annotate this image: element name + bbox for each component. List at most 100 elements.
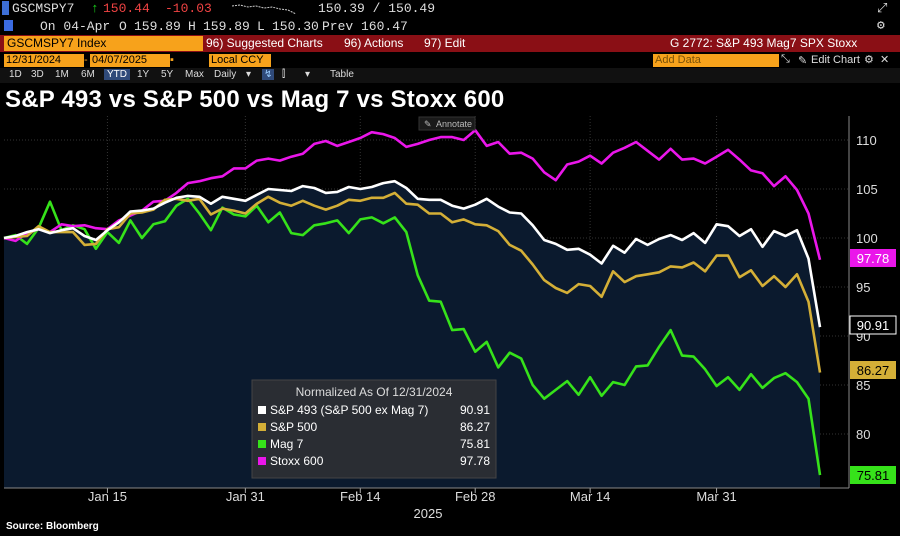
legend-value-sp493: 90.91 [460, 403, 490, 417]
open-label: O [119, 19, 127, 34]
legend-label-mag7: Mag 7 [270, 437, 304, 451]
x-axis: Jan 15 Jan 31 Feb 14 Feb 28 Mar 14 Mar 31 2025 [4, 487, 849, 520]
series-line-sp500 [3, 191, 822, 373]
suggested-charts-menu[interactable]: 96) Suggested Charts [206, 36, 323, 50]
table-button[interactable]: Table [330, 69, 354, 80]
calendar-icon[interactable]: ▪ [170, 54, 174, 66]
low-value: 150.30 [272, 19, 319, 34]
settings-gear-icon[interactable]: ⚙ [864, 54, 874, 66]
y-tick-95: 95 [856, 280, 870, 295]
legend-label-sp493: S&P 493 (S&P 500 ex Mag 7) [270, 403, 428, 417]
sp493-area-fill [4, 181, 820, 488]
annotate-label: Annotate [436, 119, 472, 129]
close-icon[interactable]: ✕ [880, 54, 890, 66]
legend-swatch-mag7 [258, 440, 266, 448]
range-button-3d[interactable]: 3D [31, 69, 44, 80]
legend-value-sp500: 86.27 [460, 420, 490, 434]
end-date-input[interactable]: 04/07/2025 [90, 54, 170, 67]
legend-value-stoxx: 97.78 [460, 454, 490, 468]
x-tick-4: Mar 14 [570, 489, 610, 504]
security-index-field[interactable]: GSCMSPY7 Index [4, 36, 203, 51]
quote-bar: GSCMSPY7 ↑ 150.44 -10.03 150.39 / 150.49… [0, 0, 900, 18]
settings-icon[interactable]: ⚙ [877, 18, 885, 33]
x-tick-3: Feb 28 [455, 489, 495, 504]
date-bar: 12/31/2024 - 04/07/2025 ▪ Local CCY Add … [0, 53, 900, 68]
x-tick-2: Feb 14 [340, 489, 380, 504]
annotate-button-bg[interactable] [418, 116, 476, 131]
x-tick-1: Jan 31 [226, 489, 265, 504]
annotate-pencil-icon: ✎ [424, 119, 432, 129]
range-button-ytd[interactable]: YTD [104, 69, 130, 80]
edit-chart-button[interactable]: Edit Chart [811, 54, 860, 66]
legend-label-sp500: S&P 500 [270, 420, 317, 434]
open-value: 159.89 [134, 19, 181, 34]
y-tick-85: 85 [856, 378, 870, 393]
range-button-6m[interactable]: 6M [81, 69, 95, 80]
date-separator: - [84, 54, 88, 66]
range-button-1y[interactable]: 1Y [137, 69, 150, 80]
actions-menu[interactable]: 96) Actions [344, 36, 404, 50]
y-tick-105: 105 [856, 182, 878, 197]
range-button-1d[interactable]: 1D [9, 69, 22, 80]
annotate-button[interactable]: ✎ Annotate [418, 116, 476, 131]
ohlc-bar: On 04-Apr O 159.89 H 159.89 L 150.30 Pre… [0, 18, 900, 35]
series-line-mag7 [3, 197, 822, 476]
end-label-box-stoxx [850, 249, 896, 267]
line-chart-icon[interactable]: ↯ [262, 69, 275, 80]
x-axis-label: 2025 [414, 506, 443, 520]
range-button-5y[interactable]: 5Y [161, 69, 174, 80]
status-square-icon [4, 20, 13, 31]
end-label-sp493: 90.91 [857, 318, 890, 333]
ticker-label[interactable]: GSCMSPY7 [12, 1, 75, 16]
legend-value-mag7: 75.81 [460, 437, 490, 451]
range-toolbar: 1D 3D 1M 6M YTD 1Y 5Y Max Daily ▾ ↯ ⫿ ▾ Table [0, 68, 900, 83]
legend-box [251, 379, 497, 479]
series-line-sp493 [3, 179, 822, 328]
bid-ask: 150.39 / 150.49 [318, 1, 436, 16]
start-date-input[interactable]: 12/31/2024 [4, 54, 84, 67]
net-change: -10.03 [165, 1, 212, 16]
edit-icon: ✎ [798, 55, 808, 67]
quote-date: On 04-Apr [40, 19, 111, 34]
y-tick-80: 80 [856, 427, 870, 442]
range-button-1m[interactable]: 1M [55, 69, 69, 80]
chart-title: S&P 493 vs S&P 500 vs Mag 7 vs Stoxx 600 [5, 86, 505, 113]
high-label: H [188, 19, 196, 34]
x-tick-0: Jan 15 [88, 489, 127, 504]
legend-swatch-sp500 [258, 423, 266, 431]
currency-select[interactable]: Local CCY [209, 54, 271, 67]
prev-value: 160.47 [361, 19, 408, 34]
series-lines [3, 128, 822, 476]
y-tick-110: 110 [856, 133, 877, 148]
frequency-select[interactable]: Daily [214, 69, 237, 80]
last-price: 150.44 [103, 1, 150, 16]
end-label-box-sp500 [850, 361, 896, 379]
frequency-dropdown-icon[interactable]: ▾ [246, 69, 252, 80]
edit-menu[interactable]: 97) Edit [424, 36, 466, 50]
x-tick-5: Mar 31 [696, 489, 736, 504]
expand-icon[interactable]: ⤢ [877, 1, 888, 16]
legend-swatch-stoxx [258, 457, 266, 465]
chart-type-dropdown-icon[interactable]: ▾ [305, 69, 311, 80]
end-label-stoxx: 97.78 [857, 251, 890, 266]
menu-bar: GSCMSPY7 Index 96) Suggested Charts 96) … [0, 35, 900, 52]
security-marker [2, 1, 9, 15]
bar-chart-icon[interactable]: ⫿ [282, 69, 286, 80]
legend-title: Normalized As Of 12/31/2024 [296, 385, 453, 399]
prev-label: Prev [322, 19, 354, 34]
collapse-icon[interactable]: ⤡ [781, 53, 790, 65]
end-value-labels: 90.91 86.27 75.81 97.78 [849, 249, 897, 484]
end-label-mag7: 75.81 [857, 468, 890, 483]
y-tick-100: 100 [856, 231, 878, 246]
range-button-max[interactable]: Max [185, 69, 204, 80]
sparkline-icon [232, 4, 297, 15]
add-data-input[interactable]: Add Data [653, 54, 779, 67]
legend-swatch-sp493 [258, 406, 266, 414]
source-note: Source: Bloomberg [6, 521, 99, 532]
low-label: L [257, 19, 265, 34]
high-value: 159.89 [203, 19, 250, 34]
end-label-box-sp493 [849, 315, 897, 335]
legend: Normalized As Of 12/31/2024 S&P 493 (S&P … [251, 379, 497, 479]
legend-label-stoxx: Stoxx 600 [270, 454, 324, 468]
